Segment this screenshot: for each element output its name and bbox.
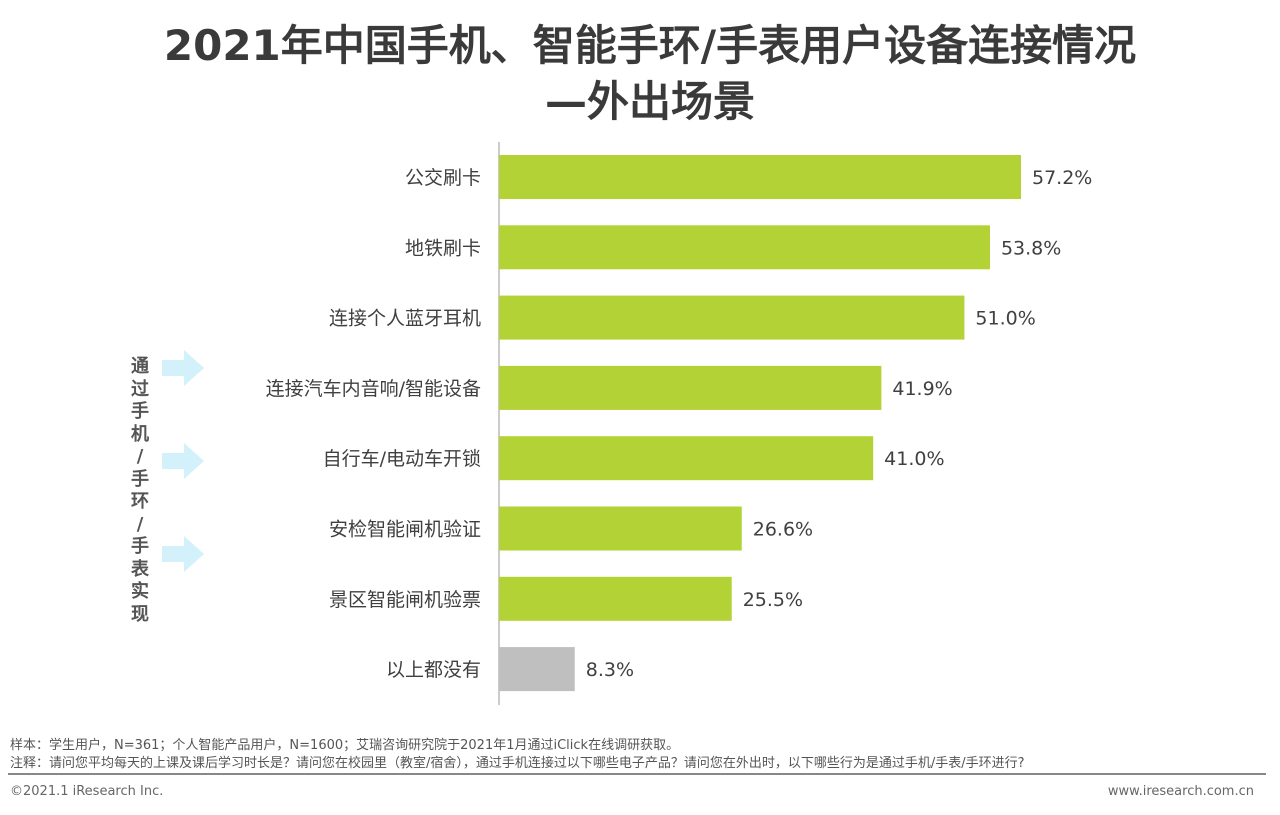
value-label: 41.0% (884, 448, 944, 470)
value-label: 41.9% (892, 378, 952, 400)
footer-note: 注释：请问您平均每天的上课及课后学习时长是？请问您在校园里（教室/宿舍），通过手… (10, 756, 1025, 771)
category-label: 地铁刷卡 (405, 237, 481, 259)
category-label: 自行车/电动车开锁 (323, 448, 481, 470)
category-label: 以上都没有 (386, 659, 481, 681)
arrow-right-icon (162, 443, 204, 479)
category-label: 连接汽车内音响/智能设备 (266, 378, 481, 400)
category-label: 连接个人蓝牙耳机 (329, 308, 481, 330)
bar (499, 506, 742, 551)
arrow-right-icon (162, 350, 204, 386)
bar (499, 365, 882, 410)
bar (499, 155, 1021, 199)
value-label: 53.8% (1001, 237, 1061, 259)
bar (499, 436, 874, 481)
value-label: 57.2% (1032, 167, 1092, 189)
category-label: 景区智能闸机验票 (329, 589, 481, 611)
side-label: 通过手机 / 手环 / 手表实现 (131, 356, 149, 625)
category-label: 安检智能闸机验证 (329, 519, 481, 541)
value-label: 8.3% (586, 659, 634, 681)
bar (499, 576, 732, 621)
footer-divider (8, 773, 1266, 775)
bar (499, 225, 990, 270)
bar (499, 647, 575, 692)
website-link[interactable]: www.iresearch.com.cn (1107, 784, 1254, 799)
chart-subtitle: —外出场景 (544, 77, 755, 126)
arrow-right-icon (162, 536, 204, 572)
value-label: 25.5% (743, 589, 803, 611)
chart-title: 2021年中国手机、智能手环/手表用户设备连接情况 (163, 21, 1137, 70)
bar (499, 295, 965, 340)
value-label: 26.6% (753, 519, 813, 541)
value-label: 51.0% (975, 308, 1035, 330)
copyright: ©2021.1 iResearch Inc. (10, 784, 164, 799)
category-label: 公交刷卡 (405, 167, 481, 189)
footer-sample: 样本：学生用户，N=361；个人智能产品用户，N=1600；艾瑞咨询研究院于20… (10, 738, 680, 753)
